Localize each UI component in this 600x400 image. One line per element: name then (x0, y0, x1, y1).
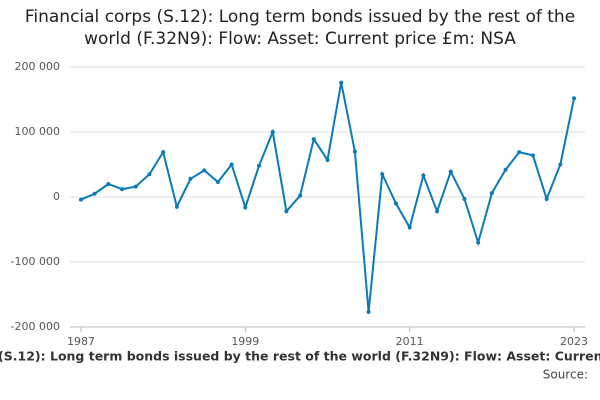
point (448, 169, 453, 174)
y-tick-label: 100 000 (15, 125, 61, 138)
y-tick-label: 0 (53, 190, 60, 203)
y-tick-label: 200 000 (15, 60, 61, 73)
y-tick-label: -100 000 (11, 255, 60, 268)
point (572, 96, 577, 101)
x-tick-label: 1987 (67, 335, 95, 348)
point (202, 168, 207, 173)
point (215, 180, 220, 185)
point (78, 197, 83, 202)
point (188, 176, 193, 181)
point (380, 172, 385, 177)
point (133, 184, 138, 189)
point (161, 150, 166, 155)
chart-title: Financial corps (S.12): Long term bonds … (24, 7, 576, 49)
point (243, 205, 248, 210)
point (503, 167, 508, 172)
point (339, 80, 344, 85)
point (257, 163, 262, 168)
point (120, 187, 125, 192)
x-tick-label: 2023 (560, 335, 588, 348)
x-tick-label: 1999 (231, 335, 259, 348)
point (476, 240, 481, 245)
point (229, 162, 234, 167)
point (298, 193, 303, 198)
y-tick-label: -200 000 (11, 320, 60, 333)
point (544, 196, 549, 201)
point (366, 310, 371, 315)
point (147, 172, 152, 177)
point (106, 182, 111, 186)
point (92, 191, 97, 196)
point (517, 150, 522, 155)
point (270, 130, 275, 134)
footer-title: Financial corps (S.12): Long term bonds … (0, 349, 600, 364)
point (311, 137, 316, 142)
point (530, 153, 535, 158)
point (393, 201, 398, 206)
point (407, 225, 412, 230)
point (421, 173, 426, 178)
point (558, 162, 563, 167)
point (435, 209, 440, 214)
source-label: Source: (543, 368, 588, 382)
point (174, 204, 179, 209)
point (352, 149, 357, 154)
point (284, 209, 289, 214)
x-tick-label: 2011 (396, 335, 424, 348)
point (489, 191, 494, 196)
point (462, 196, 467, 201)
point (325, 157, 330, 162)
